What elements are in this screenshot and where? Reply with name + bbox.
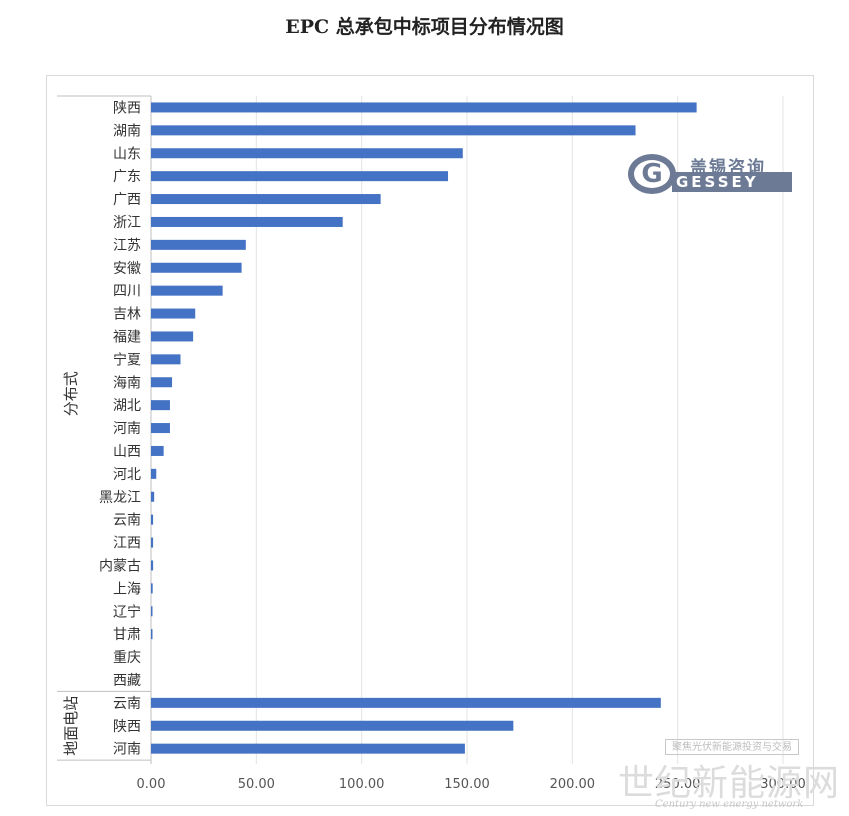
bar: [151, 262, 242, 273]
category-label: 江西: [113, 536, 141, 552]
category-label: 甘肃: [113, 627, 141, 643]
bar: [151, 194, 381, 205]
bar: [151, 285, 223, 296]
bar: [151, 720, 514, 731]
bar: [151, 423, 170, 434]
bar: [151, 606, 153, 617]
plot-frame: [46, 75, 814, 806]
category-label: 湖北: [113, 398, 141, 414]
group-label: 分布式: [62, 371, 80, 416]
logo-g-mark: G: [628, 154, 676, 194]
category-label: 河南: [113, 742, 141, 758]
bar: [151, 216, 343, 227]
bar: [151, 148, 463, 159]
category-label: 湖南: [113, 123, 141, 139]
bar: [151, 445, 164, 456]
category-label: 上海: [113, 581, 141, 597]
x-tick-label: 300.00: [760, 777, 806, 792]
group-label: 地面电站: [62, 696, 80, 756]
watermark-site-english: Century new energy network: [655, 799, 804, 810]
bar: [151, 697, 661, 708]
x-tick-label: 0.00: [137, 777, 166, 792]
bar: [151, 629, 153, 640]
category-label: 宁夏: [113, 351, 141, 368]
category-label: 四川: [113, 284, 141, 300]
category-label: 内蒙古: [99, 558, 141, 574]
x-tick-label: 200.00: [550, 777, 596, 792]
bar: [151, 308, 196, 319]
bar: [151, 560, 154, 571]
watermark-slogan: 聚焦光伏新能源投资与交易: [665, 739, 799, 755]
x-tick-label: 150.00: [444, 777, 490, 792]
chart-title: EPC 总承包中标项目分布情况图: [285, 16, 564, 38]
bar: [151, 239, 246, 250]
bar: [151, 171, 449, 182]
bar: [151, 354, 181, 365]
bar: [151, 400, 170, 411]
bar: [151, 583, 153, 594]
category-label: 福建: [113, 329, 141, 345]
category-label: 吉林: [113, 307, 141, 323]
bar: [151, 743, 465, 754]
logo-english-text: GESSEY: [672, 172, 792, 192]
category-label: 江苏: [113, 238, 141, 254]
category-label: 重庆: [113, 650, 141, 666]
category-label: 浙江: [113, 215, 141, 231]
bar: [151, 102, 697, 113]
category-label: 辽宁: [113, 603, 141, 620]
category-label: 广东: [113, 169, 141, 185]
bar: [151, 491, 155, 502]
gessey-logo: G 盖锡咨询 GESSEY: [628, 152, 796, 196]
category-label: 海南: [113, 375, 141, 391]
category-label: 陕西: [113, 100, 141, 116]
category-label: 河南: [113, 421, 141, 437]
category-label: 云南: [113, 513, 141, 529]
category-label: 陕西: [113, 719, 141, 735]
category-label: 黑龙江: [99, 490, 141, 506]
bar: [151, 331, 194, 342]
bar: [151, 377, 173, 388]
watermark-site-name: 世纪新能源网: [618, 763, 841, 804]
category-label: 西藏: [113, 673, 141, 689]
x-tick-label: 250.00: [655, 777, 701, 792]
bar: [151, 468, 157, 479]
category-label: 广西: [113, 192, 141, 208]
category-label: 山西: [113, 444, 141, 460]
bar: [151, 125, 636, 136]
x-tick-label: 50.00: [238, 777, 275, 792]
x-tick-label: 100.00: [339, 777, 385, 792]
bar: [151, 514, 154, 525]
category-label: 云南: [113, 696, 141, 712]
bar: [151, 537, 154, 548]
category-label: 河北: [113, 467, 141, 483]
category-label: 山东: [113, 146, 141, 162]
category-label: 安徽: [113, 261, 141, 277]
